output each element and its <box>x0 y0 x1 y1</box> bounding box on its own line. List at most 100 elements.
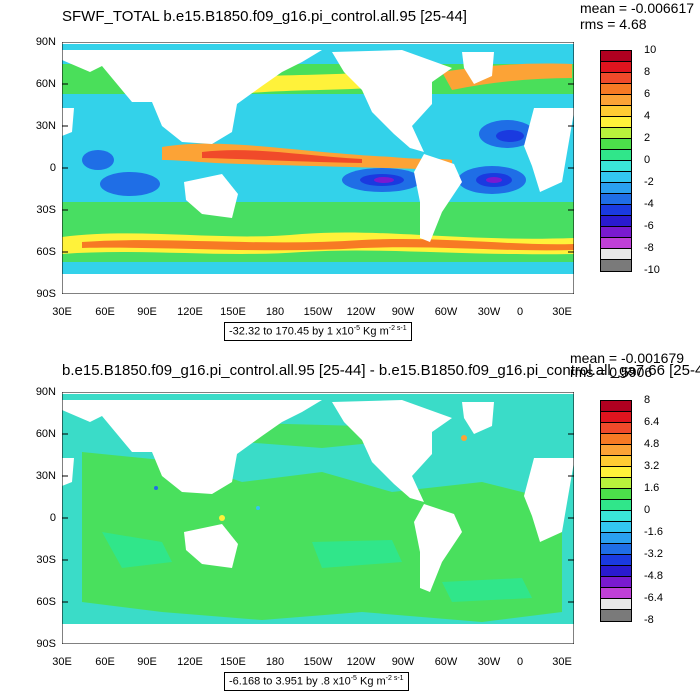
colorbar-label: -3.2 <box>644 548 663 560</box>
lon-label: 0 <box>516 306 524 318</box>
colorbar-swatch <box>600 193 632 205</box>
colorbar-swatch <box>600 422 632 434</box>
lon-label: 90W <box>391 306 415 318</box>
lon-label: 90E <box>137 656 157 668</box>
land-eurasia <box>62 400 322 494</box>
colorbar-swatch <box>600 400 632 412</box>
colorbar-swatch <box>600 433 632 445</box>
rms-stat: rms = 0.5906 <box>570 364 653 380</box>
colorbar-label: 6.4 <box>644 416 660 428</box>
range-text: -32.32 to 170.45 by 1 x10 <box>229 325 354 338</box>
colorbar-label: 8 <box>644 66 651 78</box>
land-greenland <box>462 52 494 84</box>
lon-label: 30E <box>52 306 72 318</box>
colorbar-swatch <box>600 532 632 544</box>
colorbar-swatch <box>600 138 632 150</box>
colorbar-label: 10 <box>644 44 657 56</box>
map-title: b.e15.B1850.f09_g16.pi_control.all.95 [2… <box>62 362 700 379</box>
colorbar-swatch <box>600 105 632 117</box>
lon-label: 180 <box>265 306 285 318</box>
colorbar-swatch <box>600 127 632 139</box>
colorbar-swatch <box>600 521 632 533</box>
lon-label: 30E <box>552 306 572 318</box>
land-antarctica <box>62 274 574 294</box>
mean-stat: mean = -0.001679 <box>570 350 685 366</box>
lat-label: 90S <box>36 288 56 300</box>
colorbar-label: -1.6 <box>644 526 663 538</box>
colorbar-swatch <box>600 477 632 489</box>
colorbar-label: -6.4 <box>644 592 663 604</box>
hotspot <box>219 515 225 521</box>
colorbar-swatch <box>600 215 632 227</box>
colorbar-swatch <box>600 510 632 522</box>
lon-label: 90W <box>391 656 415 668</box>
contour-range-box: -32.32 to 170.45 by 1 x10-5 Kg m-2 s-1 <box>224 322 412 341</box>
lon-label: 30W <box>477 656 501 668</box>
difference-map <box>62 392 574 644</box>
colorbar-swatch <box>600 587 632 599</box>
colorbar-swatch <box>600 488 632 500</box>
lon-label: 180 <box>265 656 285 668</box>
lon-label: 60W <box>434 656 458 668</box>
land-south-america <box>414 154 462 242</box>
colorbar-swatch <box>600 411 632 423</box>
colorbar-label: -10 <box>644 264 660 276</box>
colorbar-swatch <box>600 543 632 555</box>
tick-marks <box>62 433 574 603</box>
colorbar-label: 2 <box>644 132 651 144</box>
colorbar-swatch <box>600 72 632 84</box>
colorbar-swatch <box>600 576 632 588</box>
colorbar: 10 8 6 4 2 0 -2 -4 -6 -8 -10 <box>600 44 680 280</box>
colorbar-label: -2 <box>644 176 654 188</box>
lat-label: 0 <box>49 162 56 174</box>
lat-label: 30N <box>35 120 56 132</box>
colorbar-swatch <box>600 182 632 194</box>
colorbar-swatch <box>600 204 632 216</box>
indian-ocean-minimum <box>100 172 160 196</box>
colorbar: 8 6.4 4.8 3.2 1.6 0 -1.6 -3.2 -4.8 -6.4 -8 <box>600 394 680 630</box>
land-greenland <box>462 402 494 434</box>
colorbar-swatch <box>600 609 632 622</box>
colorbar-swatch <box>600 171 632 183</box>
land-eurasia <box>62 50 322 144</box>
lon-label: 120E <box>177 656 203 668</box>
range-exponent: -5 <box>350 675 357 682</box>
colorbar-swatch <box>600 226 632 238</box>
tick-marks <box>62 42 574 294</box>
colorbar-swatch <box>600 83 632 95</box>
lon-label: 60W <box>434 306 458 318</box>
map-title: SFWF_TOTAL b.e15.B1850.f09_g16.pi_contro… <box>62 8 467 25</box>
range-unit-exponent: -2 s-1 <box>385 675 404 682</box>
colorbar-swatch <box>600 455 632 467</box>
colorbar-label: -4.8 <box>644 570 663 582</box>
lon-label: 60E <box>95 656 115 668</box>
land-australia <box>184 174 238 218</box>
colorbar-swatch <box>600 466 632 478</box>
range-unit: Kg m <box>360 325 389 338</box>
range-unit-exponent: -2 s-1 <box>388 325 407 332</box>
colorbar-label: -6 <box>644 220 654 232</box>
land-antarctica <box>62 624 574 644</box>
lon-label: 0 <box>516 656 524 668</box>
colorbar-label: 4.8 <box>644 438 660 450</box>
colorbar-swatch <box>600 565 632 577</box>
colorbar-label: 0 <box>644 504 651 516</box>
lat-label: 90S <box>36 638 56 650</box>
range-text: -6.168 to 3.951 by .8 x10 <box>229 675 351 688</box>
land-africa <box>524 458 574 542</box>
colorbar-label: 6 <box>644 88 651 100</box>
rms-stat: rms = 4.68 <box>580 16 647 32</box>
lat-label: 60N <box>35 428 56 440</box>
mean-stat: mean = -0.006617 <box>580 0 695 16</box>
top-map-panel: SFWF_TOTAL b.e15.B1850.f09_g16.pi_contro… <box>35 0 695 341</box>
sfwf-total-map <box>62 42 574 294</box>
land-south-america <box>414 504 462 592</box>
lon-label: 150W <box>303 656 333 668</box>
bottom-map-panel: b.e15.B1850.f09_g16.pi_control.all.95 [2… <box>0 350 700 700</box>
green-anomaly-area <box>82 452 562 622</box>
lat-label: 90N <box>35 36 56 48</box>
lon-label: 120W <box>346 306 376 318</box>
lon-label: 120E <box>177 306 203 318</box>
range-exponent: -5 <box>353 325 360 332</box>
lon-label: 60E <box>95 306 115 318</box>
